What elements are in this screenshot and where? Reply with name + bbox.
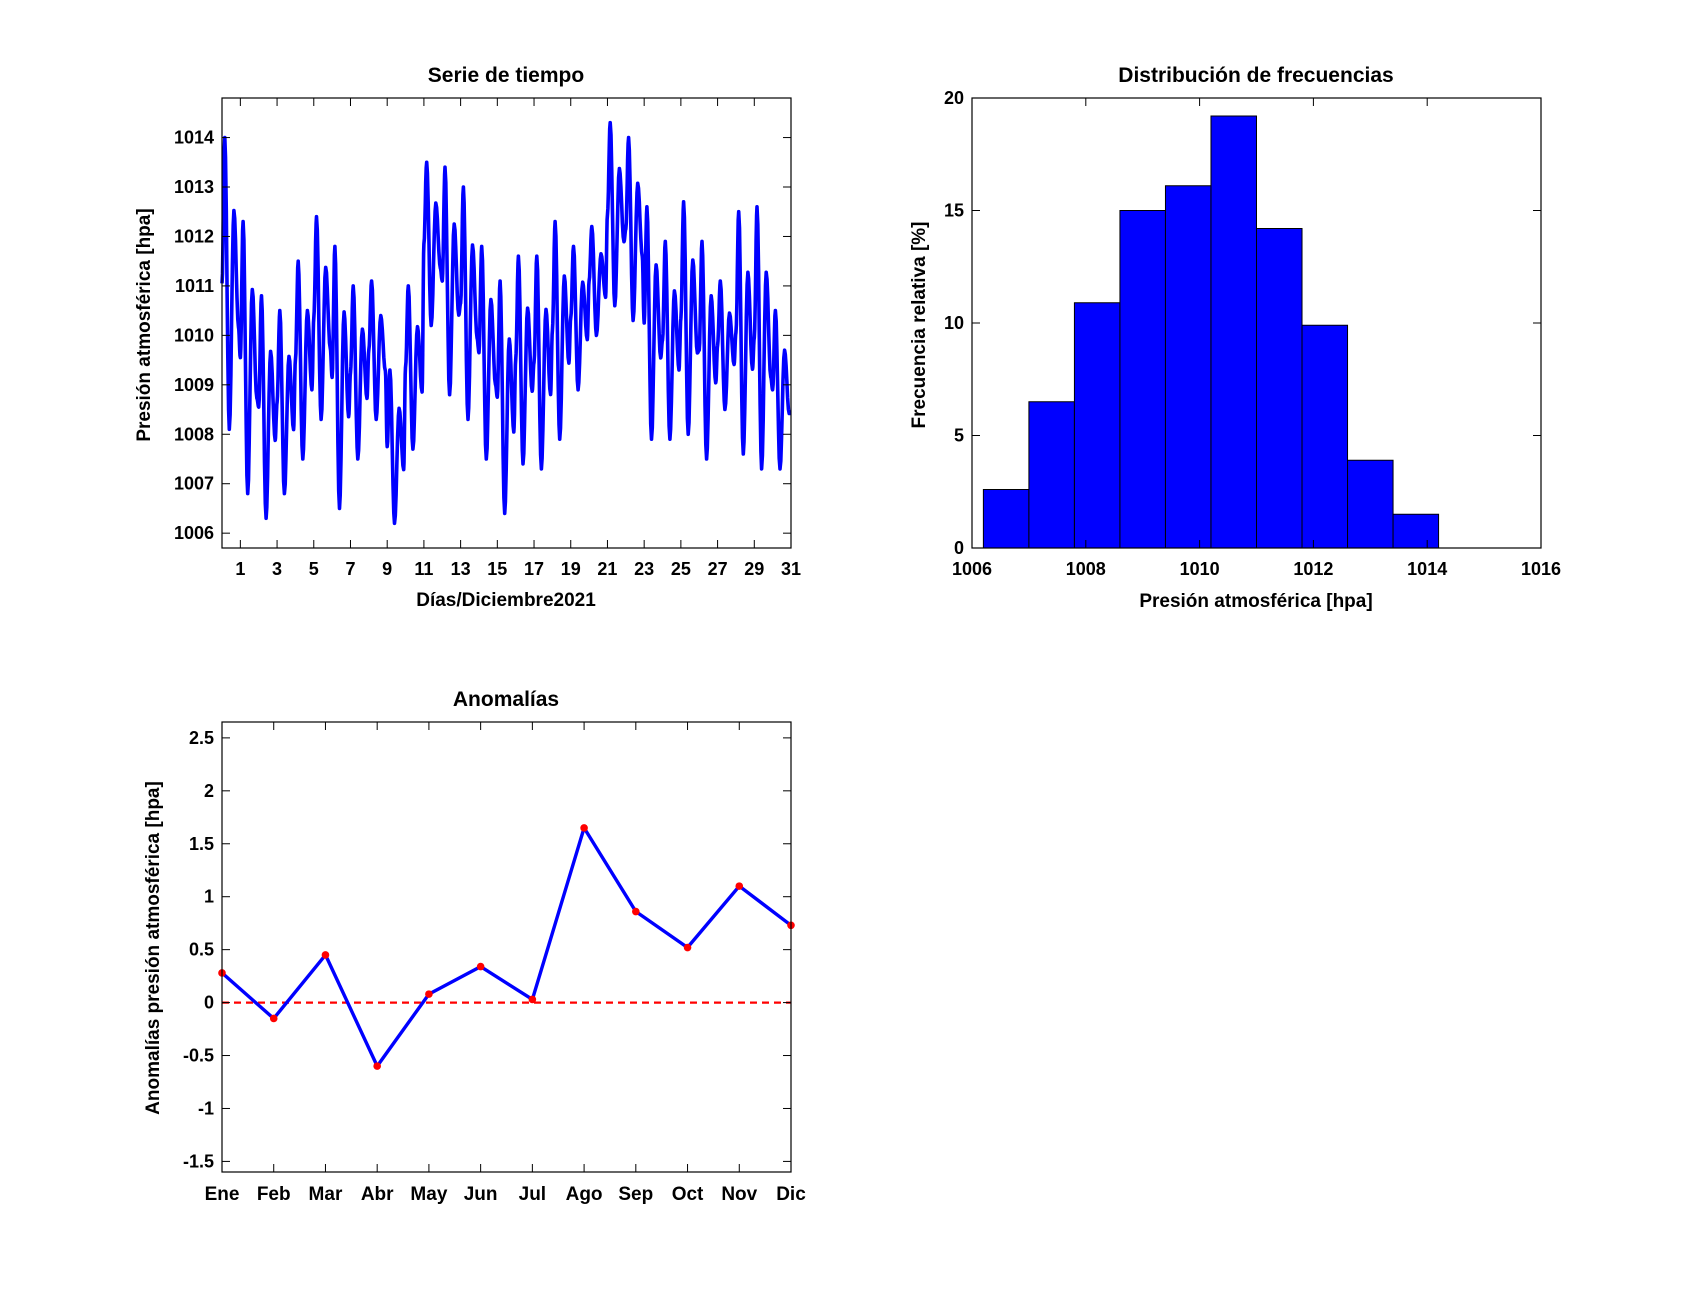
histogram-bar [1073,302,1121,549]
time-series-panel: Serie de tiempo Días/Diciembre2021 Presi… [134,64,801,611]
time-series-xtick-label: 13 [451,559,471,579]
histogram-bar [1256,228,1303,549]
histogram-ytick-label: 0 [954,538,964,558]
time-series-xtick-label: 21 [597,559,617,579]
anomaly-point-feb [269,1014,278,1023]
histogram-bar [1347,459,1394,549]
time-series-ytick-label: 1008 [174,424,214,444]
anomalies-ytick-label: 0.5 [189,940,214,960]
anomalies-ytick-label: -1.5 [183,1151,214,1171]
histogram-xtick-label: 1010 [1180,559,1220,579]
time-series-plot-area: 1 3 5 7 9 11 13 15 17 19 21 23 25 27 29 311006100710081… [174,97,801,579]
time-series-xtick-label: 11 [414,559,433,579]
histogram-xtick-label: 1014 [1407,559,1447,579]
anomalies-plot-area: Ene Feb Mar Abr May Jun Jul Ago Sep Oct Nov Dic -1.5… [183,721,806,1205]
time-series-xtick-label: 31 [781,559,801,579]
histogram-plot-area: 1006 1008 1010 1012 1014 1016 0 5 10 15 20 [944,88,1561,579]
histogram-ytick-label: 10 [944,313,964,333]
time-series-ylabel: Presión atmosférica [hpa] [134,208,155,441]
histogram-xtick-label: 1006 [952,559,992,579]
time-series-xtick-label: 29 [744,559,764,579]
time-series-xtick-label: 5 [309,559,319,579]
anomalies-axes-box [221,721,792,1173]
time-series-ytick-label: 1010 [174,325,214,345]
time-series-title: Serie de tiempo [428,64,584,87]
histogram-panel: Distribución de frecuencias Presión atmo… [909,64,1561,612]
anomalies-xtick-label: Jul [519,1184,546,1205]
time-series-xtick-label: 15 [487,559,507,579]
pressure-series-line [220,120,793,526]
histogram-bar [1164,185,1212,549]
anomaly-point-nov [735,882,744,890]
anomalies-xtick-label: May [410,1184,447,1205]
anomaly-series-line [220,826,793,1068]
anomalies-xtick-label: Nov [721,1184,757,1205]
time-series-xlabel: Días/Diciembre2021 [416,590,596,611]
time-series-ytick-label: 1011 [175,276,214,296]
time-series-xtick-label: 3 [272,559,282,579]
anomalies-ylabel: Anomalías presión atmosférica [hpa] [143,781,164,1115]
anomaly-point-oct [683,943,692,952]
histogram-title: Distribución de frecuencias [1118,64,1393,87]
anomalies-ytick-label: 1.5 [189,834,214,854]
time-series-axes-box [221,97,792,549]
histogram-bar [1210,115,1257,549]
anomalies-xtick-label: Sep [618,1184,653,1205]
anomalies-ytick-label: -0.5 [183,1046,214,1066]
anomaly-point-mar [321,951,330,959]
histogram-bar [982,489,1030,549]
anomalies-xtick-label: Feb [257,1184,291,1205]
histogram-xtick-label: 1008 [1066,559,1106,579]
anomalies-ytick-label: 2.5 [189,728,214,748]
anomalies-xtick-label: Ago [566,1184,603,1205]
anomaly-point-sep [632,907,640,916]
time-series-xtick-label: 7 [345,559,355,579]
time-series-ytick-label: 1014 [174,128,214,148]
time-series-xtick-label: 9 [382,559,392,579]
time-series-xtick-label: 1 [235,559,245,579]
time-series-ytick-label: 1012 [174,226,214,246]
histogram-bar [1028,401,1075,549]
time-series-ytick-label: 1013 [174,177,214,197]
anomaly-point-abr [373,1062,381,1070]
anomalies-ytick-label: 1 [204,887,214,907]
histogram-bar [1119,210,1166,549]
time-series-xtick-label: 27 [708,559,728,579]
time-series-xtick-label: 25 [671,559,691,579]
histogram-ytick-label: 20 [944,88,964,108]
anomalies-title: Anomalías [453,688,559,711]
histogram-bar [1301,324,1349,549]
histogram-ylabel: Frecuencia relativa [%] [909,222,930,429]
anomalies-xtick-label: Mar [309,1184,343,1205]
anomaly-point-jun [476,962,485,971]
anomaly-point-jul [528,995,537,1004]
time-series-xtick-label: 19 [561,559,581,579]
anomalies-ytick-label: 2 [204,781,214,801]
anomalies-ytick-label: 0 [204,993,214,1013]
time-series-ytick-label: 1007 [174,474,214,494]
time-series-ytick-label: 1009 [174,375,214,395]
histogram-xlabel: Presión atmosférica [hpa] [1139,591,1372,612]
anomalies-xtick-label: Jun [464,1184,498,1205]
histogram-ytick-label: 5 [954,426,964,446]
anomalies-panel: Anomalías Anomalías presión atmosférica … [143,688,806,1205]
histogram-bar [1392,513,1440,549]
time-series-xtick-label: 17 [524,559,544,579]
histogram-xtick-label: 1016 [1521,559,1561,579]
histogram-xtick-label: 1012 [1293,559,1333,579]
anomalies-xtick-label: Ene [205,1184,240,1205]
anomalies-xtick-label: Dic [776,1184,806,1205]
time-series-xtick-label: 23 [634,559,654,579]
histogram-ytick-label: 15 [944,201,964,221]
anomaly-point-ago [580,824,588,832]
time-series-ytick-label: 1006 [174,523,214,543]
anomalies-ytick-label: -1 [198,1098,214,1118]
anomalies-xtick-label: Abr [361,1184,394,1205]
anomalies-xtick-label: Oct [672,1184,704,1205]
anomaly-point-may [425,990,433,998]
